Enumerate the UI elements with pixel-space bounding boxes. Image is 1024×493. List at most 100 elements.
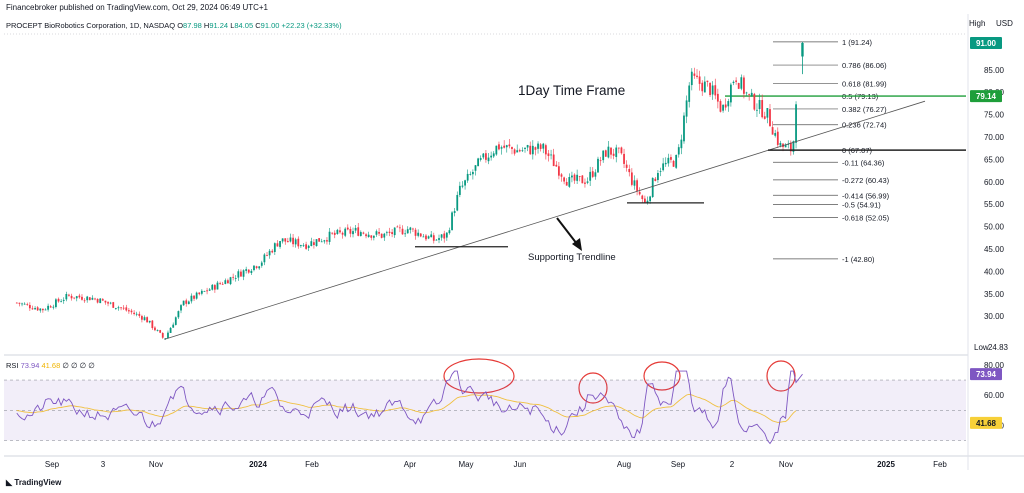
high-toggle[interactable]: High: [969, 19, 986, 28]
candle-body: [268, 250, 271, 256]
candle-body: [651, 177, 654, 198]
candle-body: [414, 229, 417, 236]
chart-title: 1Day Time Frame: [518, 83, 625, 98]
candle-body: [763, 116, 766, 119]
candle-body: [200, 290, 203, 294]
candle-body: [370, 235, 373, 238]
candle-body: [539, 144, 542, 149]
candle-body: [531, 145, 534, 155]
fib-level-label: 0.786 (86.06): [842, 61, 887, 70]
candle-body: [630, 172, 633, 185]
candle-body: [253, 265, 255, 271]
candle-body: [412, 228, 414, 230]
candle-body: [18, 302, 21, 304]
candle-body: [120, 307, 122, 309]
candle-body: [727, 101, 730, 107]
candle-body: [154, 327, 156, 331]
arrow-head-icon: [572, 238, 582, 251]
time-tick: Aug: [617, 460, 631, 469]
fib-level-label: -0.11 (64.36): [842, 158, 885, 167]
candle-body-last: [801, 42, 804, 57]
candle-body: [380, 233, 383, 238]
candle-body: [599, 160, 602, 162]
candle-body: [216, 282, 219, 290]
candle-body: [526, 145, 529, 148]
candle-body: [521, 150, 524, 152]
supporting-trendline: [164, 100, 926, 340]
candle-body: [52, 306, 55, 308]
candle-body: [174, 317, 177, 325]
symbol-legend: PROCEPT BioRobotics Corporation, 1D, NAS…: [6, 21, 342, 30]
candle-body: [177, 311, 180, 318]
candle-body: [495, 145, 498, 155]
candle-body: [641, 195, 644, 200]
candle-body: [555, 164, 558, 167]
candle-body: [492, 153, 495, 157]
candle-body: [573, 174, 576, 181]
candle-body: [724, 104, 727, 108]
price-tick: 60.00: [984, 178, 1005, 187]
candle-body: [779, 142, 782, 146]
rsi-ma-line: [16, 393, 797, 423]
candle-body: [83, 300, 86, 302]
candle-body: [602, 150, 605, 161]
candle-body: [65, 294, 68, 300]
candle-body: [213, 285, 216, 290]
fib-level-label: -0.618 (52.05): [842, 213, 890, 222]
candle-body: [591, 171, 594, 177]
last-price-value: 91.00: [976, 39, 997, 48]
currency-toggle[interactable]: USD: [996, 19, 1013, 28]
candle-body: [190, 295, 193, 302]
candle-body: [276, 243, 279, 247]
candle-body: [180, 305, 182, 311]
candle-body: [307, 245, 310, 248]
candle-body: [750, 92, 753, 96]
candle-body: [516, 150, 519, 153]
candle-body: [125, 307, 128, 311]
candle-body: [297, 238, 300, 247]
candle-body: [518, 150, 521, 152]
candle-body: [206, 290, 208, 292]
fib-level-label: -0.414 (56.99): [842, 191, 890, 200]
candle-body: [659, 171, 662, 172]
candle-body: [182, 300, 185, 306]
time-tick: 2: [730, 460, 735, 469]
candle-body: [349, 228, 352, 234]
candle-body: [438, 238, 440, 240]
price-tick: 40.00: [984, 267, 1005, 276]
candle-body: [294, 239, 297, 245]
candle-body: [753, 93, 756, 110]
candle-body: [193, 295, 195, 299]
candle-body: [143, 317, 146, 321]
candle-body: [503, 145, 506, 148]
candle-body: [698, 76, 701, 84]
candle-body: [662, 163, 665, 171]
candle-body: [169, 327, 172, 333]
candle-body: [88, 297, 91, 301]
candle-body: [696, 75, 698, 77]
candle-body: [529, 145, 532, 155]
candle-body: [425, 235, 427, 240]
rsi-value: 73.94: [976, 370, 997, 379]
candle-body: [187, 301, 190, 305]
candle-body: [135, 313, 138, 315]
candle-body: [255, 266, 258, 268]
candle-body: [60, 301, 63, 303]
candle-body: [693, 73, 696, 76]
candle-body: [406, 229, 409, 234]
candle-body: [456, 194, 459, 211]
candle-body: [133, 312, 136, 314]
candle-body: [451, 212, 453, 231]
candle-body: [339, 230, 341, 233]
candle-body: [685, 100, 688, 117]
time-tick: 2024: [249, 460, 267, 469]
candle-body: [91, 297, 94, 300]
candle-body: [271, 250, 274, 253]
candle-body: [151, 320, 154, 329]
candle-body: [99, 298, 102, 304]
candle-body: [341, 232, 344, 235]
candle-body: [391, 232, 394, 235]
candle-body: [729, 84, 732, 103]
candle-body: [443, 233, 446, 239]
